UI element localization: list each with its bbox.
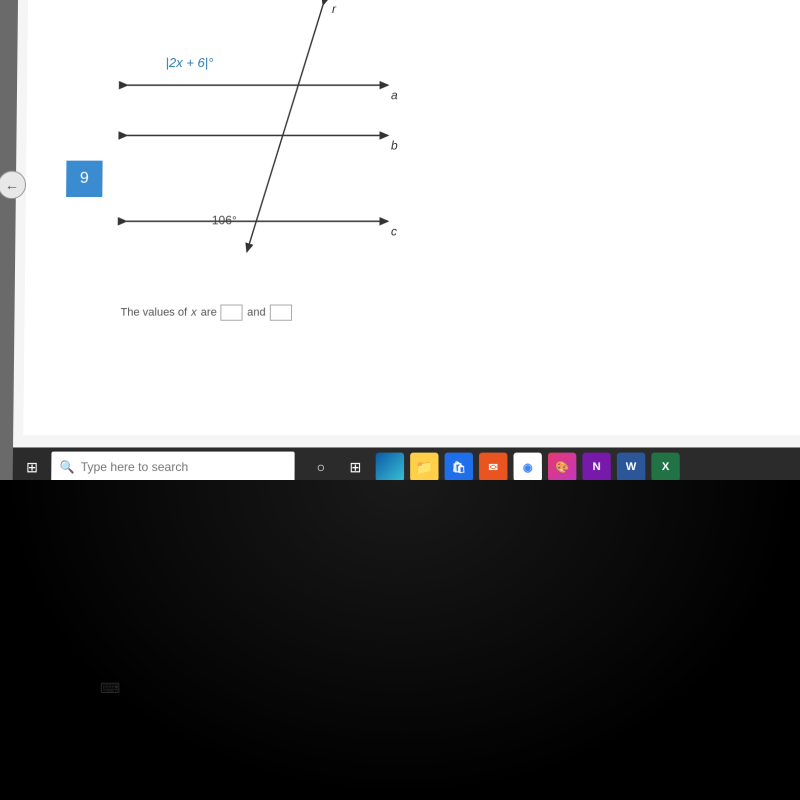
paint-icon[interactable]: 🎨	[546, 451, 579, 484]
answer-text-prefix: The values of	[120, 307, 187, 319]
answer-sentence: The values of x are and	[120, 304, 291, 320]
angle-expression-top: |2x + 6|°	[166, 55, 214, 70]
window-edge	[0, 0, 18, 486]
taskbar-search[interactable]: 🔍 Type here to search	[51, 452, 294, 483]
answer-variable: x	[191, 307, 197, 319]
search-icon: 🔍	[59, 460, 74, 474]
keyboard-reflection: ⌨	[100, 680, 120, 697]
store-icon[interactable]: 🛍	[443, 451, 475, 484]
search-placeholder: Type here to search	[81, 460, 189, 474]
answer-text-mid: are	[201, 307, 217, 319]
taskview-icon[interactable]: ⊞	[339, 451, 371, 484]
answer-input-1[interactable]	[221, 304, 243, 320]
desk-area: ⌨	[0, 480, 800, 800]
back-arrow-icon: ←	[5, 177, 19, 193]
excel-icon[interactable]: X	[649, 451, 682, 484]
geometry-diagram: r a b c	[85, 0, 408, 282]
label-b: b	[391, 138, 398, 152]
word-icon[interactable]: W	[615, 451, 648, 484]
diagram-svg	[86, 0, 409, 272]
monitor-screen: ← 9 r a b	[0, 0, 800, 486]
explorer-icon[interactable]: 📁	[408, 451, 440, 484]
page-content: 9 r a b c |2x +	[23, 0, 800, 435]
onenote-icon[interactable]: N	[580, 451, 613, 484]
cortana-icon[interactable]: ○	[305, 451, 338, 484]
label-c: c	[391, 224, 397, 238]
taskbar-icons: ○ ⊞ 📁 🛍 ✉ ◉ 🎨 N W X	[305, 451, 682, 484]
windows-icon: ⊞	[26, 458, 38, 475]
answer-text-and: and	[247, 307, 266, 319]
label-r: r	[332, 2, 336, 16]
chrome-icon[interactable]: ◉	[511, 451, 544, 484]
edge-icon[interactable]	[374, 451, 406, 484]
answer-input-2[interactable]	[270, 304, 292, 320]
mail-icon[interactable]: ✉	[477, 451, 510, 484]
label-a: a	[391, 88, 398, 102]
angle-value-bottom: 106°	[212, 213, 237, 227]
back-button[interactable]: ←	[0, 171, 26, 199]
